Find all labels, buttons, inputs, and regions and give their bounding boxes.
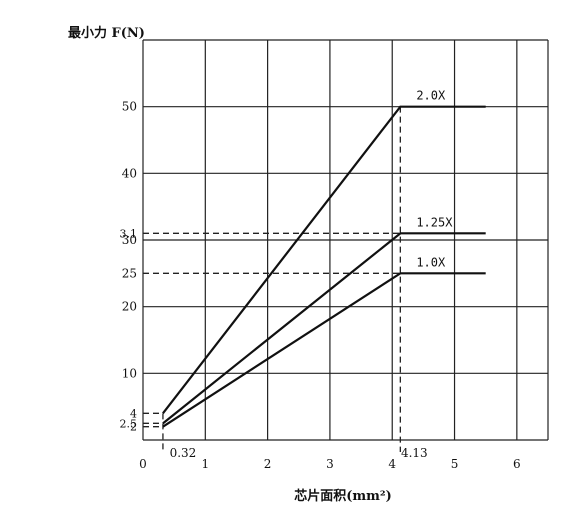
grid [142,39,549,441]
series-line [162,105,486,415]
series-label: 2.0X [416,89,446,103]
series-label: 1.0X [416,255,446,269]
y-axis-label: 最小力 F(N) [68,25,145,41]
series-lines [162,105,486,428]
x-tick-label: 4 [388,457,396,471]
minor-y-tick-label: 4 [130,407,137,420]
x-tick-label: 1 [201,457,209,471]
y-tick-label: 40 [122,166,137,180]
y-tick-label: 10 [122,366,137,380]
minor-y-tick-label: 2 [130,421,137,434]
reference-lines [143,106,401,452]
x-tick-label: 0 [139,457,147,471]
x-tick-label: 5 [451,457,459,471]
minor-y-tick-label: 2.5 [120,417,138,430]
y-tick-label: 25 [122,266,137,280]
x-axis-label: 芯片面积(mm²) [294,488,392,504]
y-tick-label: 30 [122,233,137,247]
x-tick-label: 3 [326,457,334,471]
series-labels: 2.0X 1.25X 1.0X [416,89,453,270]
reference-x-label: 4.13 [401,446,428,460]
reference-x-label: 0.32 [170,446,197,460]
series-label: 1.25X [416,215,453,229]
series-line [162,232,486,425]
x-tick-label: 2 [264,457,272,471]
y-tick-label: 50 [122,100,137,114]
x-tick-label: 6 [513,457,521,471]
y-tick-label: 20 [122,300,137,314]
minor-y-tick-label: 3.1 [120,227,138,240]
series-line [162,272,486,428]
